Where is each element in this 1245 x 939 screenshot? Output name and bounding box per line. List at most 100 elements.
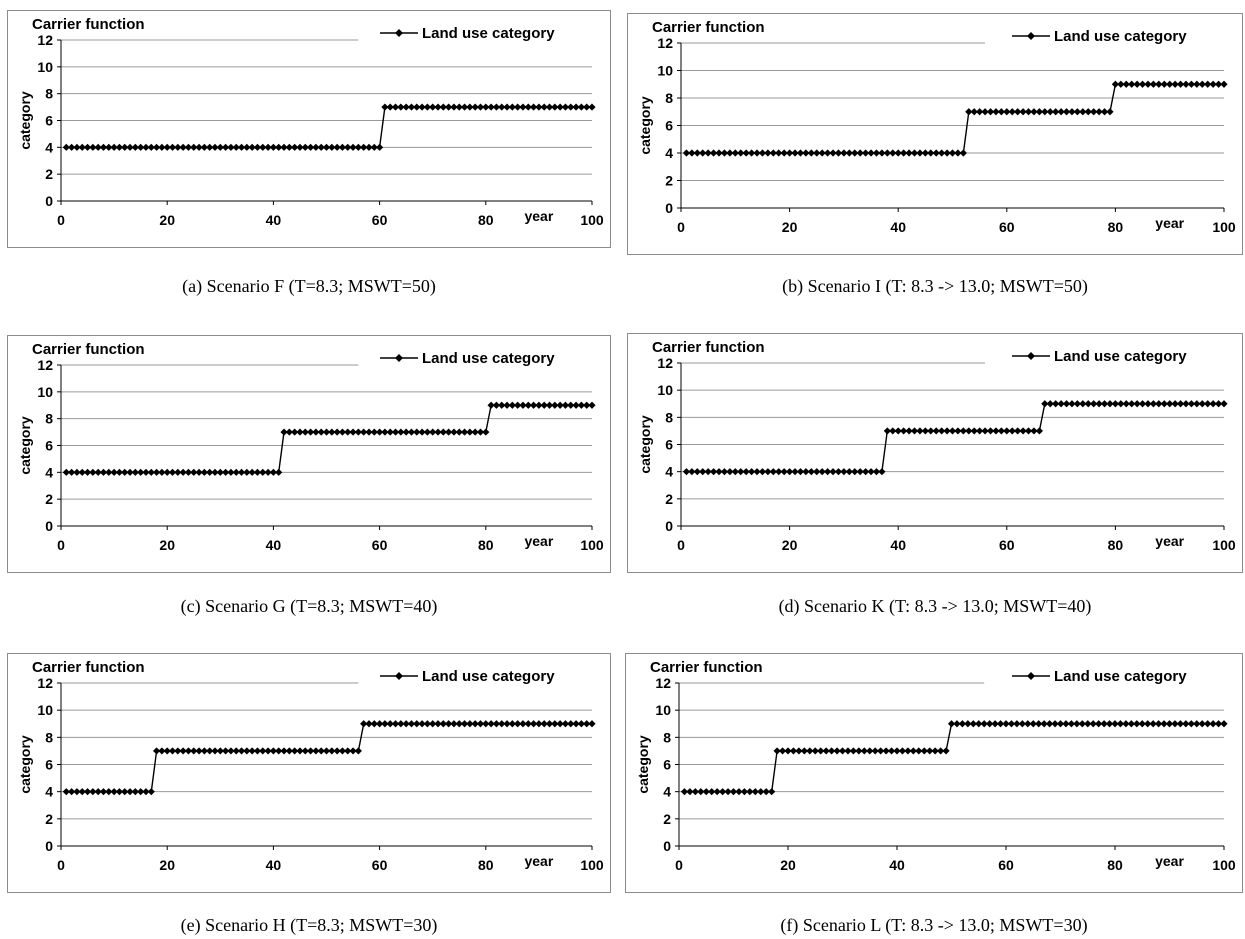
data-point-marker	[981, 427, 989, 435]
x-tick-label: 100	[1212, 857, 1236, 873]
data-point-marker	[487, 103, 495, 111]
y-tick-label: 2	[665, 491, 673, 507]
y-tick-label: 8	[665, 90, 673, 106]
data-point-marker	[535, 103, 543, 111]
data-point-marker	[964, 720, 972, 728]
data-point-marker	[992, 108, 1000, 116]
data-point-marker	[503, 103, 511, 111]
y-tick-label: 10	[657, 382, 673, 398]
data-point-marker	[883, 427, 891, 435]
data-point-marker	[519, 720, 527, 728]
data-point-marker	[1155, 80, 1163, 88]
data-point-marker	[529, 720, 538, 728]
x-tick-label: 20	[782, 537, 798, 553]
y-tick-label: 2	[45, 811, 53, 827]
chart-panel-e: 0 2 4 6 8 10 12 0 20 40 60 80 100 Carrier function cat…	[7, 653, 611, 893]
data-point-marker	[1095, 400, 1103, 408]
data-point-marker	[275, 468, 283, 476]
x-tick-label: 60	[998, 857, 1014, 873]
data-point-marker	[275, 143, 283, 151]
data-point-marker	[429, 720, 437, 728]
x-tick-label: 40	[266, 537, 282, 553]
data-point-marker	[381, 103, 389, 111]
data-point-marker	[764, 149, 772, 157]
data-point-marker	[1100, 400, 1109, 408]
data-point-marker	[572, 103, 580, 111]
chart-panel-c: 0 2 4 6 8 10 12 0 20 40 60 80 100 Carrier function cat…	[7, 335, 611, 573]
legend-label: Land use category	[1054, 348, 1187, 365]
data-point-marker	[1176, 720, 1184, 728]
data-point-marker	[1095, 720, 1103, 728]
data-point-marker	[413, 103, 421, 111]
data-point-marker	[1182, 400, 1190, 408]
data-point-marker	[450, 720, 458, 728]
y-tick-label: 4	[45, 464, 53, 480]
data-point-marker	[702, 788, 710, 796]
data-point-marker	[216, 143, 224, 151]
x-tick-label: 100	[580, 857, 604, 873]
data-point-marker	[818, 149, 826, 157]
data-point-marker	[344, 143, 352, 151]
data-point-marker	[1073, 108, 1081, 116]
data-point-marker	[78, 143, 86, 151]
data-point-marker	[370, 720, 378, 728]
data-point-marker	[1160, 80, 1168, 88]
data-point-marker	[1057, 108, 1065, 116]
data-point-marker	[1106, 400, 1114, 408]
data-point-marker	[1008, 427, 1016, 435]
data-point-marker	[894, 149, 902, 157]
figure-caption-b: (b) Scenario I (T: 8.3 -> 13.0; MSWT=50)	[782, 276, 1088, 296]
data-point-marker	[397, 720, 405, 728]
data-point-marker	[460, 103, 469, 111]
data-point-marker	[856, 149, 864, 157]
data-point-marker	[492, 401, 501, 409]
data-point-marker	[476, 103, 485, 111]
y-tick-label: 0	[45, 518, 53, 534]
data-point-marker	[524, 103, 532, 111]
data-point-marker	[222, 143, 230, 151]
data-point-marker	[965, 108, 973, 116]
data-point-marker	[1068, 400, 1076, 408]
legend-marker-diamond	[395, 354, 403, 362]
y-tick-label: 12	[657, 355, 673, 371]
data-point-marker	[524, 720, 532, 728]
y-tick-label: 0	[665, 518, 673, 534]
chart-title: Carrier function	[652, 339, 765, 356]
data-point-marker	[354, 747, 362, 755]
data-point-marker	[583, 103, 591, 111]
data-point-marker	[1062, 108, 1071, 116]
data-point-marker	[1105, 720, 1114, 728]
data-point-marker	[381, 720, 389, 728]
data-point-marker	[248, 143, 256, 151]
data-point-marker	[381, 428, 389, 436]
data-point-marker	[975, 720, 983, 728]
data-point-marker	[455, 103, 463, 111]
data-point-marker	[588, 103, 596, 111]
data-point-marker	[519, 103, 527, 111]
data-point-marker	[1187, 80, 1196, 88]
y-tick-label: 4	[663, 784, 671, 800]
data-point-marker	[981, 108, 989, 116]
series-line	[684, 723, 1224, 793]
data-point-marker	[1209, 80, 1217, 88]
chart-svg: 0 2 4 6 8 10 12 0 20 40 60 80 100 Carrier function cat…	[17, 16, 604, 228]
data-point-marker	[386, 720, 394, 728]
x-tick-label: 80	[1107, 857, 1123, 873]
data-point-marker	[1024, 720, 1032, 728]
data-point-marker	[1117, 80, 1125, 88]
legend-label: Land use category	[422, 350, 555, 367]
data-point-marker	[1007, 720, 1016, 728]
data-point-marker	[883, 149, 891, 157]
y-tick-label: 0	[665, 200, 673, 216]
data-point-marker	[360, 143, 368, 151]
data-point-marker	[1040, 720, 1048, 728]
x-tick-label: 0	[57, 537, 65, 553]
data-point-marker	[1019, 427, 1027, 435]
data-point-marker	[1008, 108, 1016, 116]
x-axis-label: year	[1155, 215, 1184, 231]
data-point-marker	[882, 747, 890, 755]
data-point-marker	[376, 143, 384, 151]
x-tick-label: 80	[478, 537, 494, 553]
data-point-marker	[206, 143, 214, 151]
data-point-marker	[418, 720, 426, 728]
